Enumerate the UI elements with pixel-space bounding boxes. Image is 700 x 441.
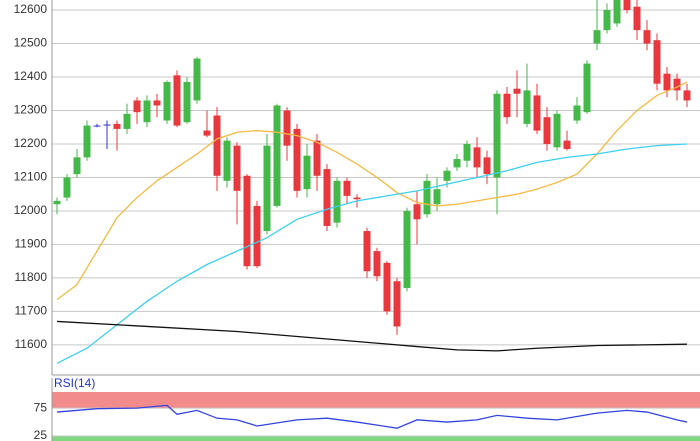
line-series	[56, 320, 688, 352]
candle-body	[263, 145, 271, 232]
candle-body	[403, 210, 411, 288]
candle-body	[353, 197, 361, 200]
candle-body	[453, 159, 461, 168]
candle-body	[593, 30, 601, 44]
line-series	[56, 143, 688, 364]
candle-body	[193, 58, 201, 101]
y-tick-label: 12500	[14, 36, 48, 50]
upper-band	[52, 392, 700, 409]
candle-body	[553, 113, 561, 148]
candle-body	[383, 262, 391, 312]
candle-body	[293, 128, 301, 191]
candle-body	[123, 113, 131, 129]
candle-body	[183, 82, 191, 123]
candle-body	[63, 177, 71, 198]
line-series	[56, 404, 688, 429]
candle-body	[683, 90, 691, 101]
plot-background	[52, 0, 700, 441]
y-tick-label: 12000	[14, 203, 48, 217]
candle-body	[483, 157, 491, 175]
y-tick-label: 12400	[14, 69, 48, 83]
candle-body	[83, 125, 91, 158]
candle-body	[373, 251, 381, 277]
candle-body	[343, 180, 351, 196]
y-tick-label: 25	[34, 428, 48, 441]
candle-body	[113, 123, 121, 129]
candle-body	[233, 145, 241, 191]
candle-body	[623, 0, 631, 11]
candle-body	[203, 130, 211, 136]
candle-body	[243, 175, 251, 267]
candle-body	[333, 180, 341, 223]
candle-body	[523, 90, 531, 124]
candle-body	[323, 169, 331, 227]
candle-body	[93, 125, 101, 127]
candle-body	[313, 140, 321, 176]
candle-body	[543, 117, 551, 144]
candle-body	[573, 105, 581, 121]
candle-body	[153, 100, 161, 106]
candle-body	[213, 115, 221, 176]
panel-title: RSI(14)	[54, 376, 95, 390]
candle-body	[283, 110, 291, 146]
candle-body	[503, 93, 511, 118]
candle-body	[583, 63, 591, 113]
y-tick-label: 12300	[14, 103, 48, 117]
candle-body	[163, 82, 171, 121]
candle-body	[303, 155, 311, 190]
candle-body	[603, 10, 611, 31]
candle-body	[413, 204, 421, 220]
candle-body	[513, 88, 521, 94]
candle-body	[663, 73, 671, 91]
y-tick-label: 11700	[15, 304, 48, 318]
candle-body	[53, 200, 61, 205]
candle-body	[653, 40, 661, 84]
candle-body	[423, 180, 431, 215]
y-tick-label: 11900	[15, 237, 48, 251]
candle-body	[143, 100, 151, 123]
y-tick-label: 12200	[14, 136, 48, 150]
candle-body	[493, 93, 501, 178]
candle-body	[443, 170, 451, 181]
line-series	[56, 81, 688, 301]
y-tick-label: 75	[34, 400, 48, 414]
y-tick-label: 12600	[14, 2, 48, 16]
y-tick-label: 12100	[14, 170, 48, 184]
candle-body	[473, 147, 481, 168]
candle-body	[613, 0, 621, 24]
candle-body	[563, 140, 571, 149]
candle-body	[643, 30, 651, 44]
candle-body	[673, 78, 681, 91]
y-tick-label: 11600	[15, 337, 48, 351]
candle-body	[433, 189, 441, 205]
candle-body	[633, 6, 641, 31]
lower-band	[52, 435, 700, 441]
candle-body	[73, 157, 81, 175]
candle-body	[363, 231, 371, 272]
candle-body	[173, 75, 181, 126]
candle-body	[253, 205, 261, 267]
y-tick-label: 11800	[15, 270, 48, 284]
candle-body	[533, 95, 541, 131]
candle-body	[133, 100, 141, 113]
candle-body	[103, 124, 111, 126]
candle-body	[273, 105, 281, 206]
candle-body	[223, 140, 231, 181]
candle-body	[463, 143, 471, 161]
candle-body	[393, 281, 401, 327]
